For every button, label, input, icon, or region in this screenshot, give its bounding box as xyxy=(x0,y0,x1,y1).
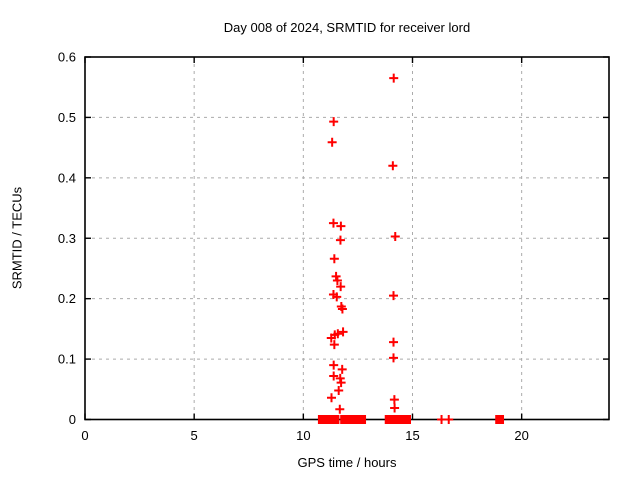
data-point-marker xyxy=(328,218,338,228)
data-point-marker xyxy=(388,161,398,171)
zero-value-cluster xyxy=(384,415,393,424)
data-point-marker xyxy=(332,292,342,302)
data-point-marker xyxy=(389,73,399,83)
x-tick-label: 15 xyxy=(405,428,419,443)
data-point-marker xyxy=(335,404,345,414)
zero-value-cluster xyxy=(350,415,367,424)
data-point-marker xyxy=(389,395,399,405)
data-point-marker xyxy=(331,271,341,281)
data-point-marker xyxy=(336,378,346,388)
data-point-marker xyxy=(444,415,454,424)
data-point-marker xyxy=(337,304,347,314)
data-point-marker xyxy=(389,337,399,347)
y-tick-label: 0.6 xyxy=(58,50,76,65)
data-point-marker xyxy=(335,235,345,245)
y-tick-label: 0 xyxy=(69,412,76,427)
chart-title: Day 008 of 2024, SRMTID for receiver lor… xyxy=(223,20,471,35)
data-point-marker xyxy=(337,364,347,374)
x-tick-label: 5 xyxy=(191,428,198,443)
zero-value-cluster xyxy=(495,415,505,424)
y-tick-label: 0.2 xyxy=(58,291,76,306)
x-tick-label: 10 xyxy=(296,428,310,443)
x-tick-label: 20 xyxy=(514,428,528,443)
data-point-marker xyxy=(390,231,400,241)
y-tick-label: 0.4 xyxy=(58,170,76,185)
x-axis-label: GPS time / hours xyxy=(297,455,397,470)
data-point-marker xyxy=(389,291,399,301)
data-point-marker xyxy=(332,276,342,286)
data-point-marker xyxy=(326,393,336,403)
data-point-marker xyxy=(389,353,399,363)
zero-value-cluster xyxy=(389,415,412,424)
y-tick-label: 0.1 xyxy=(58,352,76,367)
data-point-marker xyxy=(329,254,339,264)
data-point-marker xyxy=(336,282,346,292)
data-point-marker xyxy=(329,371,339,381)
data-point-marker xyxy=(329,340,339,350)
zero-value-cluster xyxy=(317,415,340,424)
x-tick-label: 0 xyxy=(81,428,88,443)
data-point-marker xyxy=(390,403,400,413)
y-tick-label: 0.5 xyxy=(58,110,76,125)
data-point-marker xyxy=(329,117,339,127)
data-point-marker xyxy=(336,221,346,231)
data-point-marker xyxy=(334,386,344,395)
zero-value-cluster xyxy=(340,415,351,424)
data-point-marker xyxy=(327,137,337,147)
y-tick-label: 0.3 xyxy=(58,231,76,246)
data-point-marker xyxy=(338,327,348,337)
data-point-marker xyxy=(333,329,343,339)
data-point-marker xyxy=(329,360,339,370)
